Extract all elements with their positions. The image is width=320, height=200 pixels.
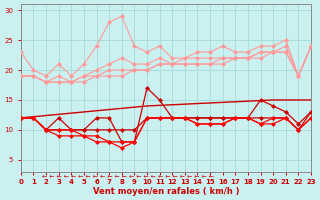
X-axis label: Vent moyen/en rafales ( km/h ): Vent moyen/en rafales ( km/h ) (93, 187, 239, 196)
Text: ← ← ← ← ← ← ← ← ← ← ← ← ← ← ← ← ← ← ← ← ← ← ← ←: ← ← ← ← ← ← ← ← ← ← ← ← ← ← ← ← ← ← ← ← … (42, 174, 214, 180)
